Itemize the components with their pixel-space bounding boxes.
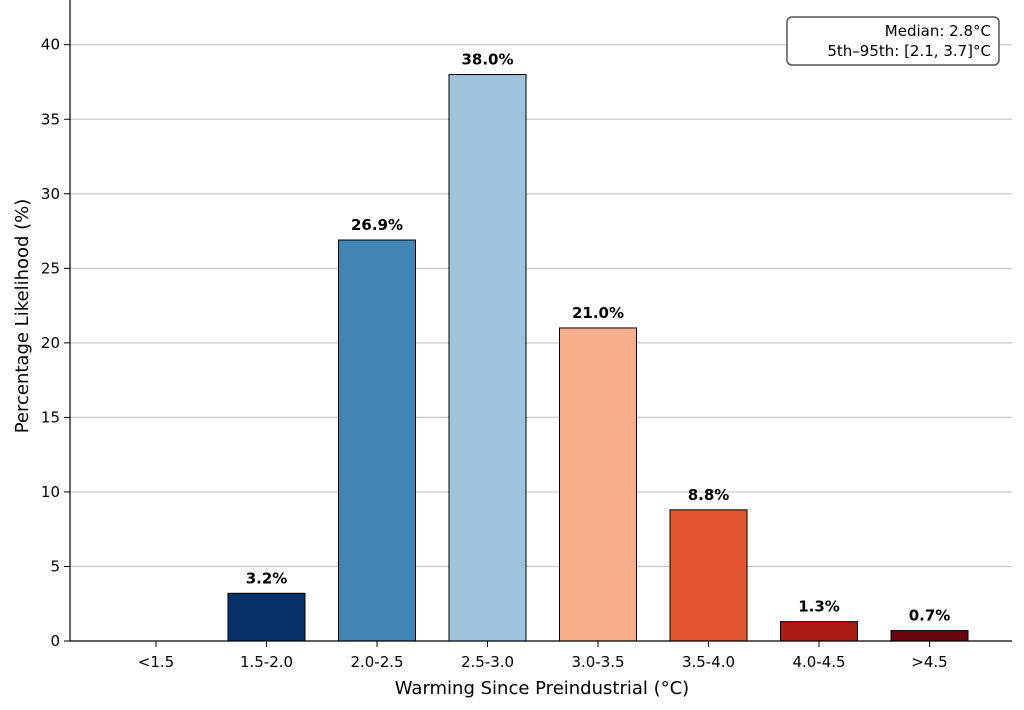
bar-value-label: 26.9% xyxy=(351,216,403,234)
x-tick-label: 3.0-3.5 xyxy=(571,653,624,671)
y-tick-label: 30 xyxy=(41,185,60,203)
bars xyxy=(227,74,969,642)
annotation-median: Median: 2.8°C xyxy=(885,22,991,40)
y-tick-label: 5 xyxy=(50,557,60,575)
bar xyxy=(559,327,637,642)
axes: 0 5 10 15 20 25 30 35 40 <1.5 1.5-2.0 2.0-2.5 2.5-3.… xyxy=(41,0,1012,671)
x-tick-label: 1.5-2.0 xyxy=(240,653,293,671)
annotation-range: 5th–95th: [2.1, 3.7]°C xyxy=(827,42,991,60)
data-labels: 3.2% 26.9% 38.0% 21.0% 8.8% 1.3% 0.7% xyxy=(246,51,951,625)
bar-value-label: 0.7% xyxy=(909,607,951,625)
grid-lines xyxy=(70,44,1012,568)
bar-value-label: 3.2% xyxy=(246,569,288,587)
y-tick-label: 25 xyxy=(41,259,60,277)
y-tick-label: 10 xyxy=(41,483,60,501)
x-tick-label: >4.5 xyxy=(911,653,947,671)
y-tick-label: 35 xyxy=(41,110,60,128)
x-tick-label: 4.0-4.5 xyxy=(792,653,845,671)
x-tick-label: 3.5-4.0 xyxy=(682,653,735,671)
y-tick-label: 20 xyxy=(41,334,60,352)
bar-value-label: 38.0% xyxy=(461,51,513,69)
bar xyxy=(448,74,527,642)
x-tick-label: 2.0-2.5 xyxy=(350,653,403,671)
bar xyxy=(890,630,969,642)
bar xyxy=(338,239,416,642)
bar-value-label: 8.8% xyxy=(688,486,730,504)
bar-value-label: 21.0% xyxy=(572,304,624,322)
y-tick-label: 40 xyxy=(41,36,60,54)
bar-value-label: 1.3% xyxy=(798,598,840,616)
x-axis-title: Warming Since Preindustrial (°C) xyxy=(395,678,689,699)
y-tick-label: 15 xyxy=(41,408,60,426)
stats-annotation: Median: 2.8°C 5th–95th: [2.1, 3.7]°C xyxy=(786,16,1000,66)
bar xyxy=(227,592,306,642)
x-tick-label: 2.5-3.0 xyxy=(461,653,514,671)
x-tick-label: <1.5 xyxy=(138,653,174,671)
bar xyxy=(780,621,858,642)
bar xyxy=(669,509,748,642)
y-tick-label: 0 xyxy=(50,632,60,650)
y-axis-title: Percentage Likelihood (%) xyxy=(12,199,33,434)
